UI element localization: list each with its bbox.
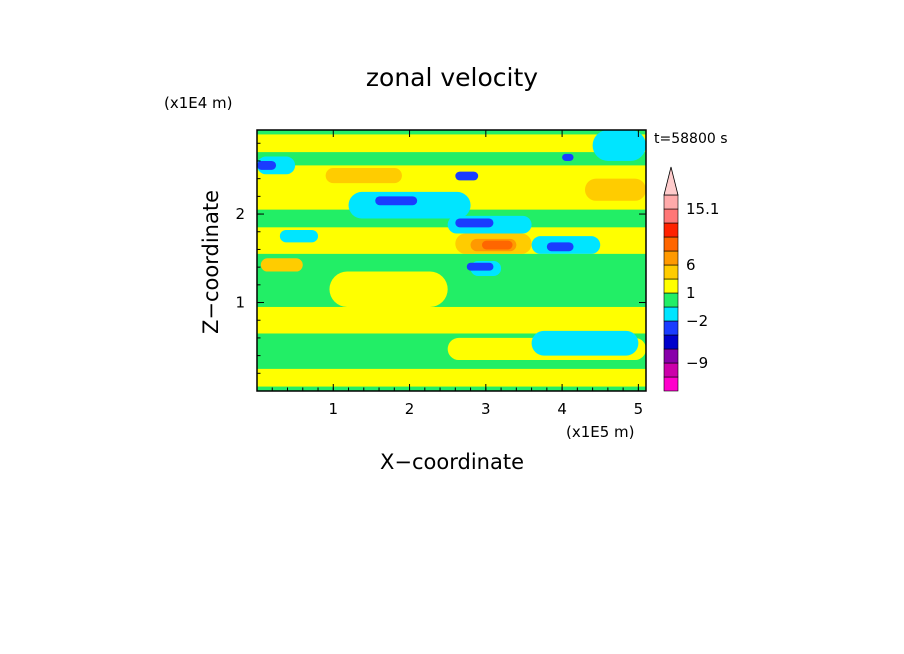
contour-region <box>325 168 402 184</box>
y-axis-ticks: 12 <box>235 142 646 374</box>
contour-region <box>257 134 646 153</box>
colorbar-swatch <box>663 362 679 378</box>
chart-title: zonal velocity <box>366 63 538 92</box>
contour-region <box>348 191 471 219</box>
x-unit-label: (x1E5 m) <box>566 423 635 441</box>
colorbar-swatch <box>663 236 679 252</box>
colorbar-swatch <box>663 306 679 322</box>
colorbar-label: 15.1 <box>686 200 719 218</box>
colorbar-label: −9 <box>686 354 708 372</box>
contour-region <box>546 242 574 252</box>
contour-region <box>482 240 513 250</box>
y-axis-label: Z−coordinate <box>199 190 223 334</box>
colorbar-label: 6 <box>686 256 696 274</box>
colorbar-swatch <box>663 376 679 392</box>
colorbar-label: 1 <box>686 284 696 302</box>
colorbar <box>663 166 679 392</box>
colorbar-swatch <box>663 334 679 350</box>
colorbar-swatch <box>663 264 679 280</box>
x-tick-label: 3 <box>481 400 491 418</box>
contour-region <box>562 153 574 161</box>
colorbar-swatch <box>663 250 679 266</box>
contour-region <box>455 171 479 181</box>
contour-region <box>257 160 277 170</box>
contour-region <box>592 130 646 161</box>
colorbar-swatch <box>663 194 679 210</box>
y-tick-label: 1 <box>235 294 245 312</box>
contour-region <box>279 229 319 243</box>
contour-region <box>466 262 494 271</box>
contour-region <box>375 196 418 206</box>
colorbar-swatch <box>663 208 679 224</box>
colorbar-swatch <box>663 222 679 238</box>
contour-field <box>257 130 646 391</box>
x-axis-label: X−coordinate <box>380 450 524 474</box>
colorbar-swatch <box>663 292 679 308</box>
x-tick-label: 1 <box>329 400 339 418</box>
colorbar-arrow <box>663 166 679 196</box>
plot-frame <box>256 129 647 392</box>
contour-region <box>531 330 639 356</box>
contour-region <box>260 258 303 272</box>
x-tick-label: 4 <box>557 400 567 418</box>
x-axis-ticks: 1 2 3 4 5 <box>271 130 644 418</box>
y-unit-label: (x1E4 m) <box>164 94 233 112</box>
y-tick-label: 2 <box>235 205 245 223</box>
contour-region <box>257 368 646 387</box>
colorbar-swatch <box>663 320 679 336</box>
time-label: t=58800 s <box>654 131 728 147</box>
x-tick-label: 2 <box>405 400 415 418</box>
contour-region <box>584 178 646 201</box>
contour-region <box>455 218 494 228</box>
colorbar-swatch <box>663 278 679 294</box>
x-tick-label: 5 <box>634 400 644 418</box>
contour-region <box>329 271 448 307</box>
colorbar-label: −2 <box>686 312 708 330</box>
contour-region <box>257 306 646 334</box>
colorbar-labels: 15.1 6 1 −2 −9 <box>686 200 719 372</box>
colorbar-swatch <box>663 348 679 364</box>
